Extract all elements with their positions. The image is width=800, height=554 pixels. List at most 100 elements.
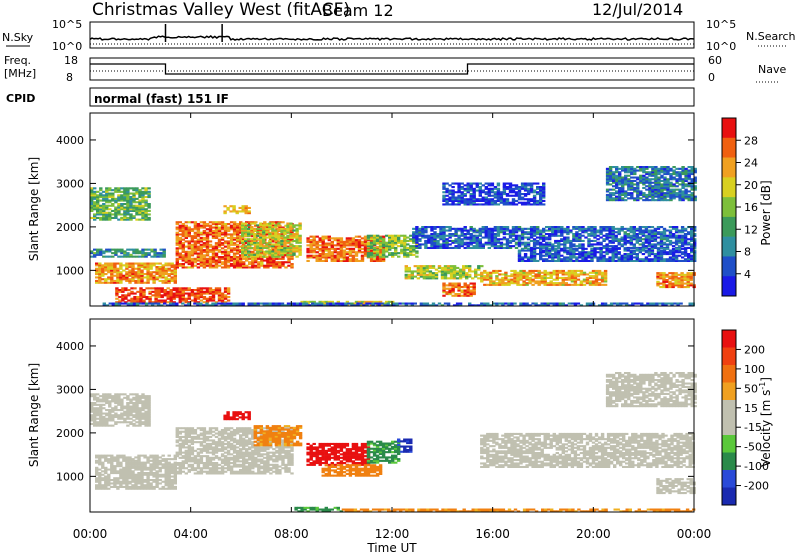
power-cell (229, 243, 234, 246)
power-cell (569, 259, 573, 262)
power-cell (259, 238, 263, 241)
power-cell (327, 242, 331, 245)
power-cell (280, 229, 284, 232)
power-cell (283, 245, 287, 248)
power-cell (232, 263, 237, 266)
power-cell (199, 233, 204, 236)
power-cell (638, 259, 642, 262)
power-cell (202, 301, 207, 304)
power-cell (175, 266, 179, 269)
power-cell (588, 280, 593, 283)
power-cell (683, 273, 687, 276)
power-cell (520, 247, 525, 250)
power-cell (558, 269, 562, 272)
power-cell (579, 283, 584, 286)
power-cell (636, 183, 640, 186)
power-cell (351, 258, 356, 261)
power-cell (578, 229, 582, 232)
power-cell (499, 238, 504, 241)
power-cell (536, 203, 540, 206)
power-cell (104, 281, 108, 284)
power-cell (451, 193, 455, 196)
power-cell (430, 238, 434, 241)
power-cell (689, 284, 693, 287)
power-cell (466, 245, 470, 248)
power-cell (662, 284, 666, 287)
power-cell (644, 226, 649, 229)
power-cell (627, 166, 631, 169)
power-cell (587, 259, 591, 262)
power-cell (560, 233, 564, 236)
power-cell (671, 258, 676, 261)
power-cell (133, 299, 137, 302)
power-cell (460, 241, 464, 244)
power-cell (632, 231, 636, 234)
power-cell (265, 236, 269, 239)
power-cell (440, 272, 445, 275)
power-cell (632, 249, 636, 252)
power-cell (466, 233, 470, 236)
power-cell (635, 229, 639, 232)
power-cell (205, 289, 210, 292)
power-cell (558, 271, 562, 274)
power-cell (388, 246, 392, 249)
power-cell (229, 259, 234, 262)
power-cell (525, 283, 529, 286)
power-cell (93, 255, 97, 258)
power-cell (469, 246, 473, 249)
power-cell (324, 235, 328, 238)
power-cell (542, 194, 546, 197)
power-cell (208, 233, 213, 236)
power-cell (244, 255, 248, 258)
power-cell (469, 239, 473, 242)
power-cell (591, 283, 596, 286)
power-cell (648, 190, 652, 193)
power-cell (298, 236, 302, 239)
power-cell (627, 169, 631, 172)
power-cell (542, 245, 546, 248)
power-cell (663, 167, 667, 170)
power-cell (680, 236, 685, 239)
power-cell (445, 229, 449, 232)
power-cell (536, 233, 540, 236)
power-cell (660, 166, 664, 169)
power-cell (211, 266, 216, 269)
power-cell (205, 261, 210, 264)
power-cell (627, 197, 631, 200)
power-cell (650, 239, 655, 242)
power-cell (674, 229, 679, 232)
power-cell (166, 292, 170, 295)
power-cell (202, 292, 207, 295)
power-cell (575, 238, 579, 241)
power-cell (630, 192, 634, 195)
power-cell (576, 269, 581, 272)
power-cell (496, 191, 501, 194)
power-cell (513, 269, 517, 272)
power-cell (449, 265, 454, 268)
power-cell (223, 235, 228, 238)
power-cell (229, 235, 234, 238)
power-cell (241, 236, 245, 239)
power-cell (660, 167, 664, 170)
power-cell (274, 255, 278, 258)
power-cell (460, 245, 464, 248)
power-cell (93, 248, 97, 251)
power-cell (579, 282, 584, 285)
power-cell (484, 199, 488, 202)
power-cell (193, 301, 198, 304)
power-cell (686, 273, 690, 276)
power-cell (90, 255, 94, 258)
power-cell (532, 198, 537, 201)
power-cell (650, 259, 655, 262)
power-cell (144, 209, 148, 212)
power-cell (254, 264, 258, 267)
power-cell (226, 261, 231, 264)
freq-tick-low: 8 (66, 71, 73, 84)
power-cell (172, 287, 176, 290)
power-cell (468, 266, 472, 269)
power-cell (172, 297, 176, 300)
power-cell (385, 241, 389, 244)
power-cell (484, 193, 488, 196)
power-cell (345, 239, 350, 242)
power-cell (639, 169, 643, 172)
